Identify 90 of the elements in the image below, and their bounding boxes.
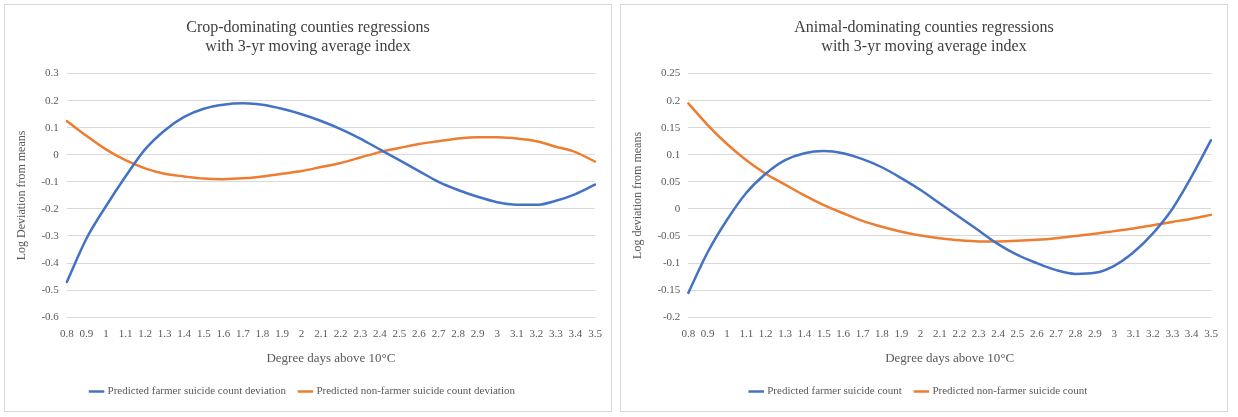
chart-title: Crop-dominating counties regressions with 3-yr moving average index — [185, 17, 431, 57]
chart-title: Animal-dominating counties regressions with 3-yr moving average index — [793, 17, 1055, 57]
x-tick-label: 2.5 — [392, 326, 407, 339]
x-tick-label: 1.9 — [275, 326, 290, 339]
legend-label: Predicted farmer suicide count deviation — [107, 384, 287, 397]
x-tick-label: 1.7 — [236, 326, 251, 339]
x-tick-label: 3.2 — [529, 326, 544, 339]
x-tick-label: 3.1 — [1126, 326, 1141, 339]
x-tick-label: 3.3 — [1165, 326, 1180, 339]
y-tick-label: 0.2 — [666, 93, 681, 106]
x-tick-label: 2.7 — [431, 326, 446, 339]
x-tick-label: 1.5 — [816, 326, 832, 339]
y-axis-title: Log Deviation from means — [14, 130, 29, 261]
x-tick-label: 3.4 — [1184, 326, 1200, 339]
x-tick-label: 2.2 — [333, 326, 348, 339]
y-tick-label: -0.4 — [41, 255, 60, 268]
x-tick-label: 2.8 — [1068, 326, 1083, 339]
legend-label: Predicted non-farmer suicide count deviation — [316, 384, 516, 397]
x-tick-label: 2 — [298, 326, 305, 339]
y-tick-label: -0.1 — [662, 255, 681, 268]
y-tick-label: 0.3 — [45, 66, 60, 79]
y-axis-title: Log deviation from means — [630, 131, 645, 259]
x-tick-label: 0.9 — [79, 326, 94, 339]
x-tick-label: 3.5 — [1204, 326, 1219, 339]
y-tick-label: -0.6 — [41, 310, 60, 323]
x-tick-label: 3 — [494, 326, 501, 339]
x-tick-label: 2.3 — [971, 326, 987, 339]
x-tick-label: 2.6 — [1029, 326, 1045, 339]
y-tick-label: 0.1 — [45, 120, 59, 133]
x-tick-label: 1.1 — [118, 326, 133, 339]
x-tick-label: 2.7 — [1049, 326, 1064, 339]
x-tick-label: 2.9 — [470, 326, 485, 339]
x-tick-label: 1.6 — [216, 326, 231, 339]
x-tick-label: 1.8 — [255, 326, 270, 339]
y-tick-label: -0.5 — [41, 283, 60, 296]
x-tick-label: 2.6 — [412, 326, 427, 339]
x-tick-label: 1.7 — [855, 326, 870, 339]
x-tick-label: 2.2 — [952, 326, 967, 339]
y-tick-label: -0.05 — [657, 228, 681, 241]
x-axis-title: Degree days above 10°C — [885, 349, 1015, 365]
x-tick-label: 3.4 — [568, 326, 583, 339]
x-tick-label: 2.8 — [451, 326, 466, 339]
x-tick-label: 0.9 — [700, 326, 716, 339]
x-tick-label: 1.4 — [177, 326, 192, 339]
x-tick-label: 1.2 — [138, 326, 152, 339]
line-series — [687, 102, 1213, 243]
legend-label: Predicted non-farmer suicide count — [932, 384, 1088, 397]
x-tick-label: 1.3 — [157, 326, 172, 339]
y-tick-label: -0.2 — [41, 201, 59, 214]
x-tick-label: 0.8 — [59, 326, 75, 339]
y-tick-label: 0.1 — [666, 147, 681, 160]
y-tick-label: -0.15 — [657, 283, 681, 296]
x-axis-title: Degree days above 10°C — [266, 349, 396, 365]
line-series — [687, 138, 1213, 295]
y-tick-label: 0.2 — [45, 93, 59, 106]
x-tick-label: 3.2 — [1146, 326, 1160, 339]
y-tick-label: -0.1 — [41, 174, 59, 187]
x-tick-label: 2.1 — [933, 326, 947, 339]
x-tick-label: 3.3 — [549, 326, 564, 339]
x-tick-label: 1.4 — [797, 326, 812, 339]
x-tick-label: 2.4 — [372, 326, 388, 339]
x-tick-label: 3.1 — [509, 326, 524, 339]
x-tick-label: 2.1 — [314, 326, 328, 339]
x-tick-label: 1 — [103, 326, 109, 339]
x-tick-label: 1.1 — [739, 326, 754, 339]
x-tick-label: 1.8 — [875, 326, 890, 339]
legend-label: Predicted farmer suicide count — [767, 384, 902, 397]
x-tick-label: 1 — [724, 326, 730, 339]
x-tick-label: 2 — [917, 326, 924, 339]
y-tick-label: -0.3 — [41, 228, 60, 241]
x-tick-label: 2.4 — [991, 326, 1006, 339]
y-tick-label: 0 — [53, 147, 60, 160]
x-tick-label: 1.2 — [758, 326, 773, 339]
y-tick-label: 0.15 — [661, 120, 681, 133]
x-tick-label: 0.8 — [681, 326, 696, 339]
x-tick-label: 1.9 — [894, 326, 909, 339]
y-tick-label: 0 — [674, 201, 681, 214]
line-series — [65, 102, 597, 284]
x-tick-label: 3.5 — [588, 326, 603, 339]
x-tick-label: 2.5 — [1010, 326, 1025, 339]
x-tick-label: 1.6 — [836, 326, 851, 339]
x-tick-label: 1.3 — [778, 326, 793, 339]
x-tick-label: 3 — [1111, 326, 1118, 339]
y-tick-label: -0.2 — [662, 310, 681, 323]
x-tick-label: 2.3 — [353, 326, 368, 339]
y-tick-label: 0.25 — [661, 66, 681, 79]
y-tick-label: 0.05 — [661, 174, 681, 187]
x-tick-label: 2.9 — [1087, 326, 1103, 339]
x-tick-label: 1.5 — [196, 326, 212, 339]
line-series — [65, 119, 597, 181]
